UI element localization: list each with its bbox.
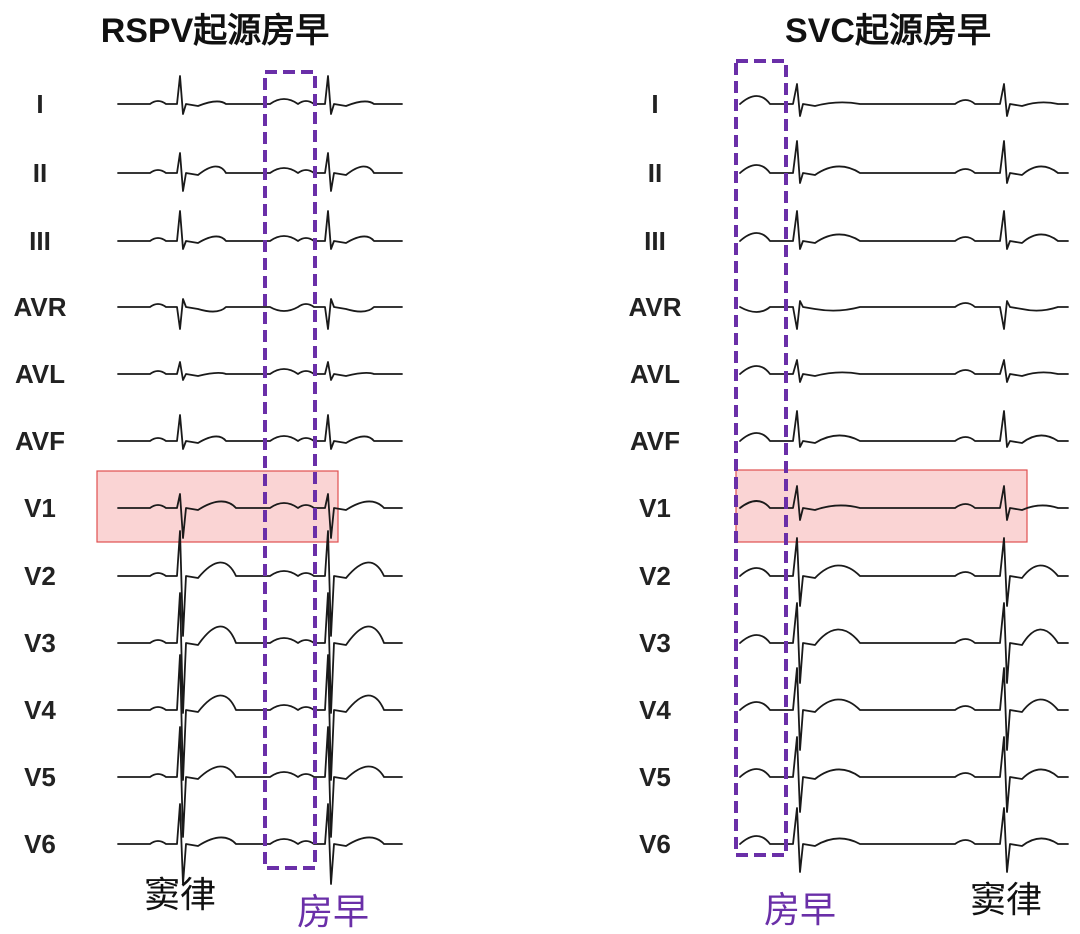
right-trace-iii xyxy=(739,210,1069,250)
left-trace-v6 xyxy=(117,803,403,885)
left-lead-label-avf: AVF xyxy=(15,426,65,456)
right-trace-avl xyxy=(739,359,1069,383)
right-lead-label-avf: AVF xyxy=(630,426,680,456)
left-sinus-caption: 窦律 xyxy=(144,875,216,916)
left-lead-label-ii: II xyxy=(33,158,47,188)
left-lead-label-v4: V4 xyxy=(24,695,56,725)
right-lead-label-v2: V2 xyxy=(639,561,671,591)
left-lead-label-iii: III xyxy=(29,226,51,256)
left-lead-label-v2: V2 xyxy=(24,561,56,591)
right-trace-v1 xyxy=(739,485,1069,521)
left-lead-label-i: I xyxy=(36,89,43,119)
left-lead-label-v6: V6 xyxy=(24,829,56,859)
left-trace-ii xyxy=(117,152,403,192)
right-lead-label-iii: III xyxy=(644,226,666,256)
right-lead-label-avr: AVR xyxy=(629,292,682,322)
right-lead-label-v6: V6 xyxy=(639,829,671,859)
left-lead-label-v5: V5 xyxy=(24,762,56,792)
left-trace-avl xyxy=(117,361,403,381)
right-trace-v2 xyxy=(739,537,1069,607)
right-trace-avf xyxy=(739,410,1069,448)
right-lead-label-v5: V5 xyxy=(639,762,671,792)
right-trace-avr xyxy=(739,300,1069,330)
right-trace-v5 xyxy=(739,736,1069,813)
left-trace-avf xyxy=(117,414,403,450)
left-panel-title: RSPV起源房早 xyxy=(101,12,330,50)
left-lead-label-avr: AVR xyxy=(14,292,67,322)
right-trace-v4 xyxy=(739,667,1069,751)
left-premature-dashed-box xyxy=(263,70,317,870)
left-lead-label-avl: AVL xyxy=(15,359,65,389)
right-premature-dashed-box xyxy=(734,59,788,857)
right-lead-label-avl: AVL xyxy=(630,359,680,389)
left-trace-v4 xyxy=(117,654,403,781)
right-trace-v3 xyxy=(739,602,1069,684)
left-trace-i xyxy=(117,75,403,115)
right-ecg-traces xyxy=(739,83,1069,873)
right-lead-label-v4: V4 xyxy=(639,695,671,725)
right-panel-title: SVC起源房早 xyxy=(785,12,991,50)
left-trace-v1 xyxy=(117,493,403,539)
right-trace-v6 xyxy=(739,807,1069,873)
left-lead-label-v1: V1 xyxy=(24,493,56,523)
right-trace-i xyxy=(739,83,1069,117)
left-trace-v2 xyxy=(117,530,403,637)
left-trace-avr xyxy=(117,298,403,330)
left-v1-highlight xyxy=(96,470,339,543)
right-lead-label-v1: V1 xyxy=(639,493,671,523)
left-lead-label-v3: V3 xyxy=(24,628,56,658)
right-lead-label-v3: V3 xyxy=(639,628,671,658)
left-ecg-traces xyxy=(117,75,403,885)
right-sinus-caption: 窦律 xyxy=(970,880,1042,921)
right-premature-caption: 房早 xyxy=(764,890,836,931)
right-trace-ii xyxy=(739,140,1069,184)
right-lead-label-i: I xyxy=(651,89,658,119)
right-v1-highlight xyxy=(735,469,1028,543)
left-trace-iii xyxy=(117,210,403,250)
left-premature-caption: 房早 xyxy=(297,892,369,933)
left-trace-v5 xyxy=(117,726,403,838)
left-trace-v3 xyxy=(117,592,403,714)
right-lead-label-ii: II xyxy=(648,158,662,188)
